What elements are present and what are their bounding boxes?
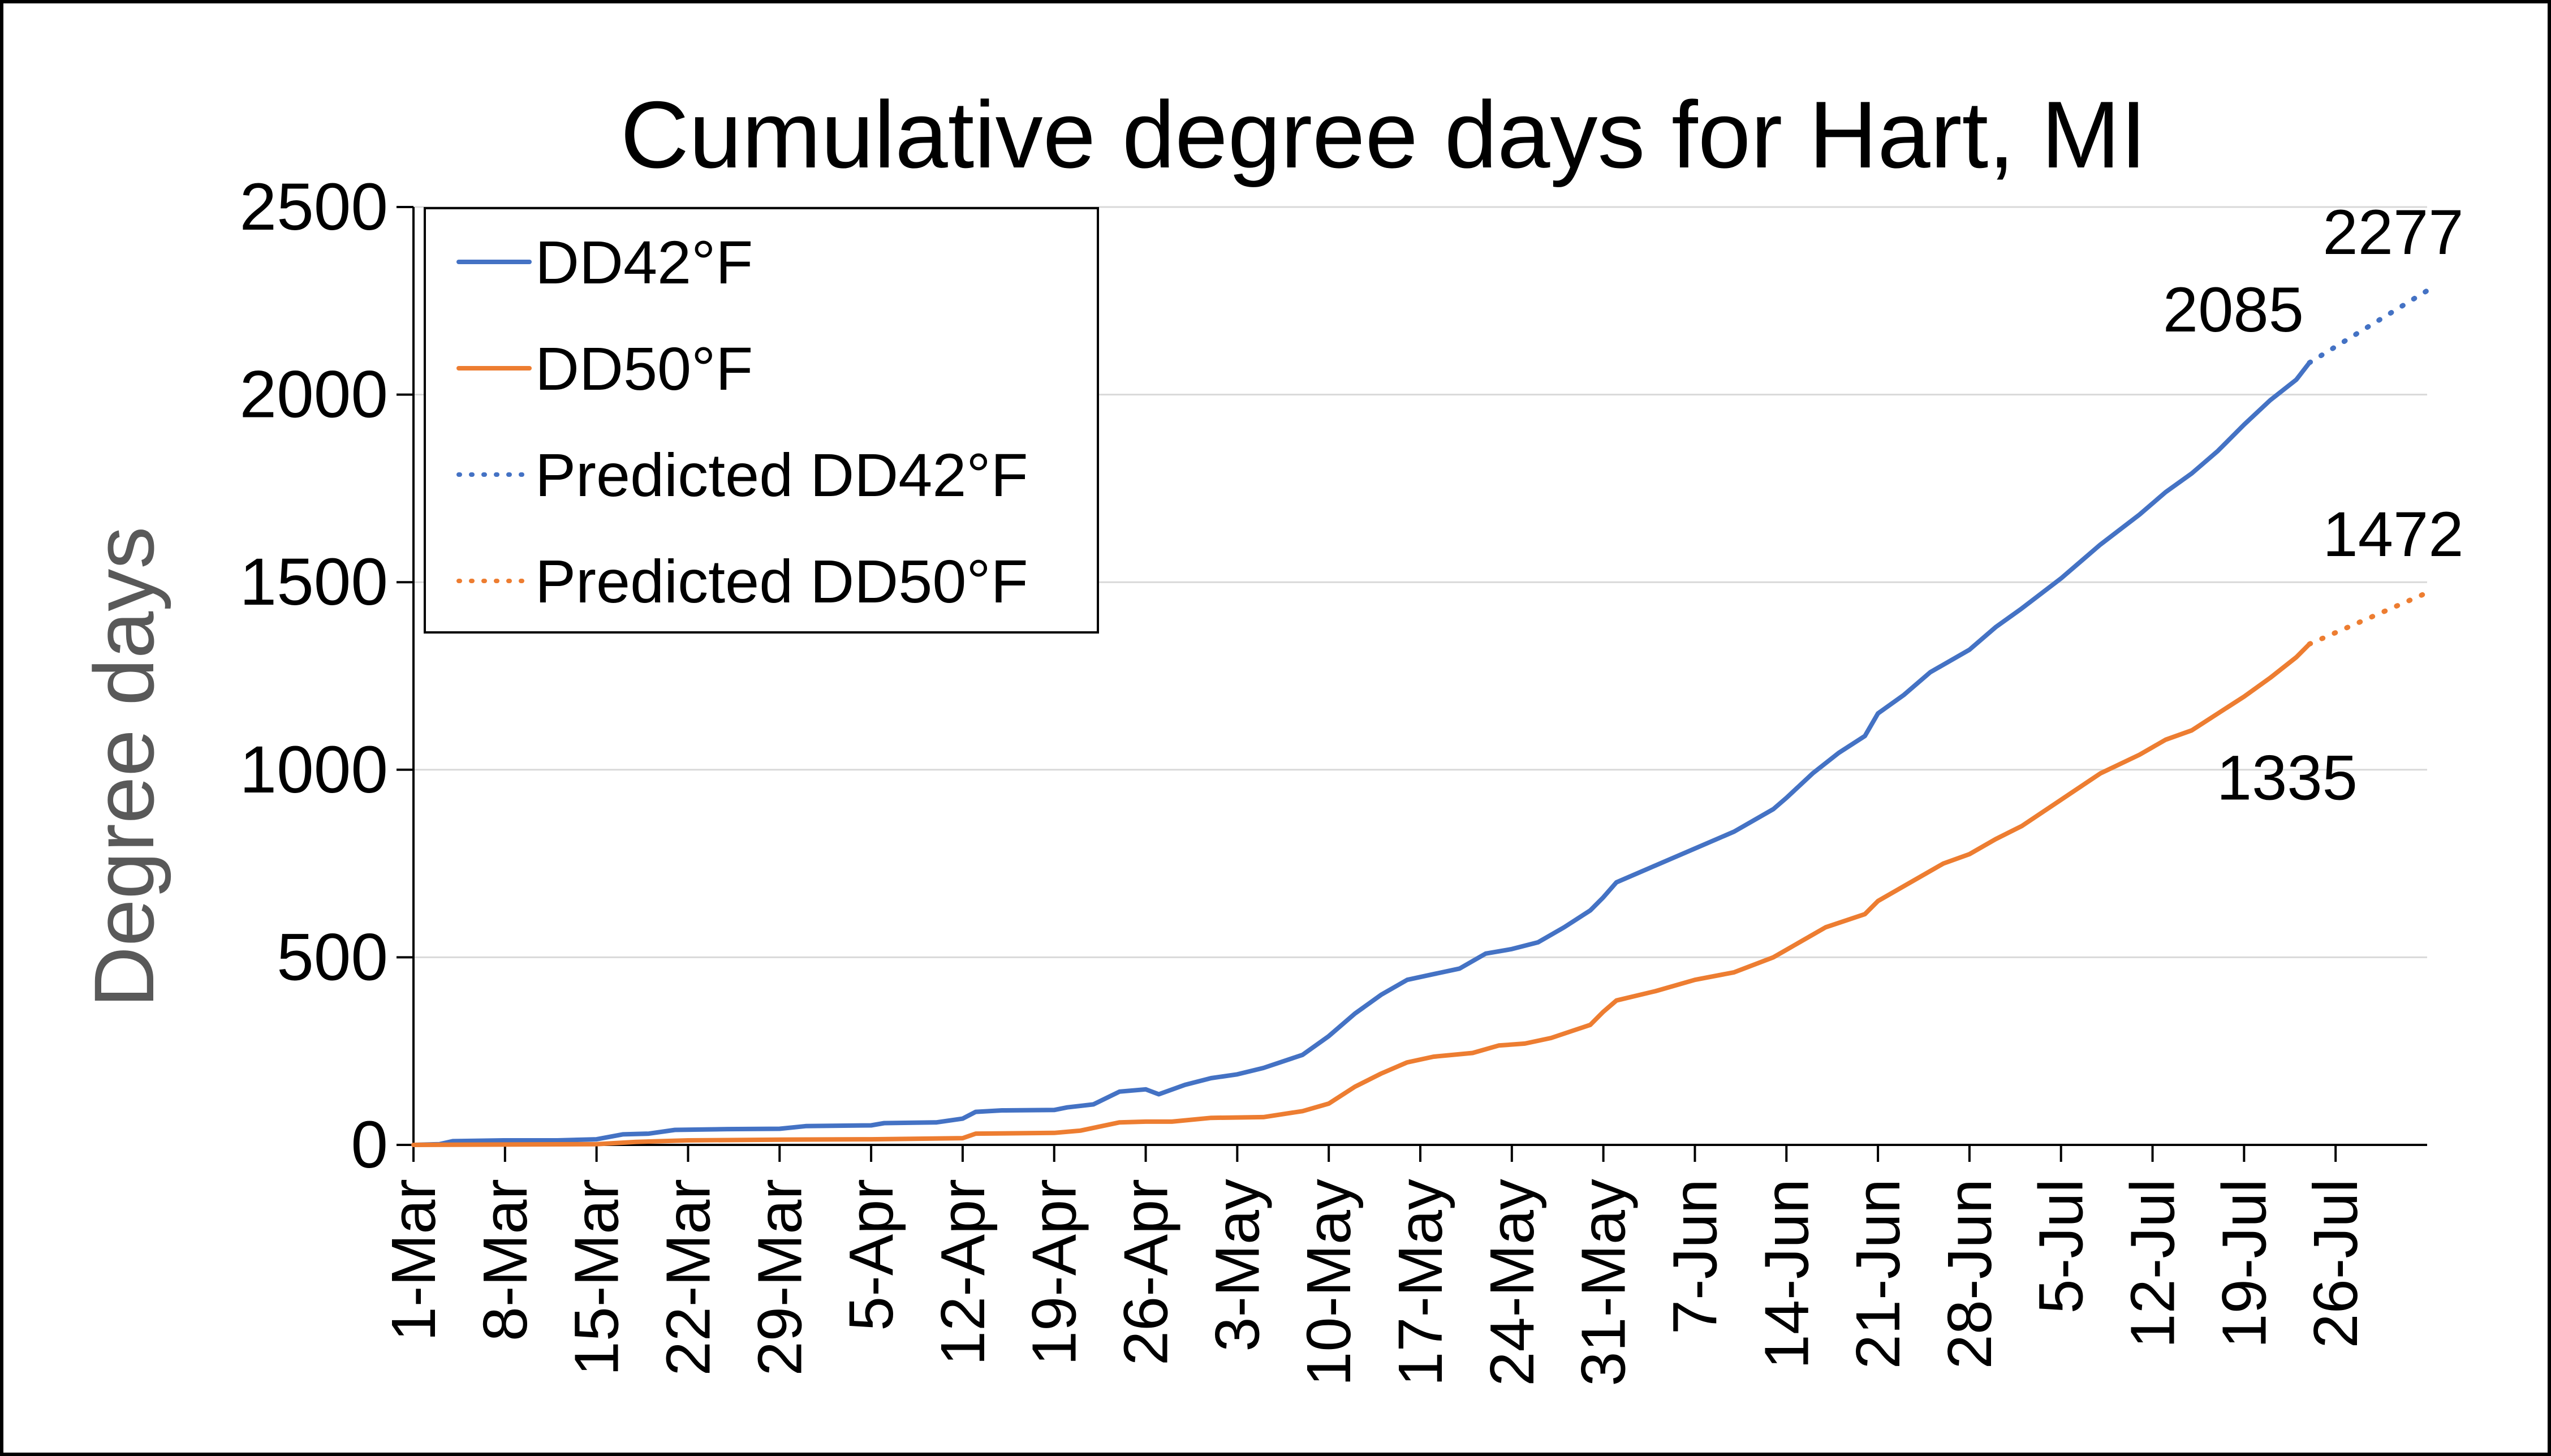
- data-label: 2085: [2163, 274, 2304, 345]
- x-tick-label: 12-Jul: [2118, 1179, 2188, 1349]
- x-tick-label: 26-Jul: [2301, 1179, 2371, 1349]
- series-lines: [411, 288, 2430, 1147]
- x-tick-label: 10-May: [1294, 1179, 1364, 1386]
- legend-item-label: DD50°F: [535, 334, 753, 403]
- x-tick-label: 14-Jun: [1752, 1179, 1821, 1369]
- legend-box: [424, 207, 1099, 634]
- chart-title: Cumulative degree days for Hart, MI: [620, 81, 2147, 188]
- x-tick-label: 17-May: [1386, 1179, 1455, 1386]
- x-tick-label: 12-Apr: [928, 1179, 998, 1365]
- x-tick-label: 29-Mar: [745, 1179, 815, 1376]
- x-tick-labels: 1-Mar 8-Mar 15-Mar 22-Mar 29-Mar 5-Apr 12-Apr 1…: [379, 1179, 2371, 1386]
- x-tick-label: 5-Apr: [837, 1179, 906, 1331]
- x-tick-label: 7-Jun: [1660, 1179, 1730, 1334]
- x-tick-label: 19-Jul: [2209, 1179, 2279, 1349]
- y-tick-label: 1500: [239, 545, 388, 619]
- data-label: 1472: [2322, 499, 2463, 570]
- x-tick-label: 24-May: [1477, 1179, 1547, 1386]
- x-tick-label: 22-Mar: [653, 1179, 723, 1376]
- series-line: [411, 360, 2312, 1147]
- y-tick-label: 500: [277, 920, 388, 994]
- series-line: [411, 641, 2312, 1147]
- x-tick-label: 1-Mar: [379, 1179, 449, 1341]
- data-label: 2277: [2322, 197, 2463, 268]
- x-tick-label: 21-Jun: [1843, 1179, 1913, 1369]
- legend-item-label: DD42°F: [535, 228, 753, 296]
- axes: [397, 206, 2427, 1162]
- y-tick-label: 2500: [239, 170, 388, 244]
- x-tick-label: 15-Mar: [562, 1179, 632, 1376]
- x-tick-label: 31-May: [1569, 1179, 1639, 1386]
- x-tick-label: 8-Mar: [471, 1179, 540, 1341]
- legend: DD42°F DD50°F Predicted DD42°F Predicted DD…: [424, 207, 1099, 634]
- data-labels: 2085 2277 1472 1335: [2163, 197, 2464, 813]
- chart-svg: Cumulative degree days for Hart, MI Degr…: [76, 81, 2464, 1386]
- x-tick-label: 3-May: [1203, 1179, 1272, 1352]
- y-tick-label: 2000: [239, 357, 388, 432]
- legend-item-label: Predicted DD42°F: [535, 441, 1028, 509]
- y-tick-label: 0: [351, 1108, 388, 1182]
- y-tick-labels: 0 500 1000 1500 2000 2500: [239, 170, 388, 1182]
- x-tick-label: 19-Apr: [1020, 1179, 1089, 1365]
- y-axis-label: Degree days: [76, 527, 171, 1008]
- y-tick-label: 1000: [239, 733, 388, 807]
- data-label: 1335: [2217, 743, 2358, 813]
- series-line: [2307, 288, 2430, 365]
- series-line: [2307, 590, 2430, 647]
- x-tick-label: 5-Jul: [2027, 1179, 2096, 1313]
- legend-item-label: Predicted DD50°F: [535, 547, 1028, 615]
- x-tick-label: 28-Jun: [1935, 1179, 2005, 1369]
- x-tick-label: 26-Apr: [1111, 1179, 1181, 1365]
